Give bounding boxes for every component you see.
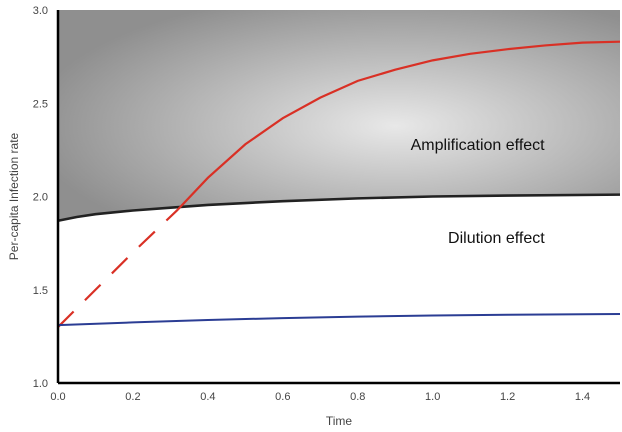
x-tick-label: 0.2 <box>125 391 140 403</box>
x-axis-title: Time <box>326 414 353 428</box>
x-tick-label: 0.8 <box>350 391 365 403</box>
blue-curve <box>57 312 621 327</box>
y-tick-label: 2.0 <box>33 192 48 204</box>
y-tick-labels: 1.0 1.5 2.0 2.5 3.0 <box>33 5 48 390</box>
y-tick-label: 1.5 <box>33 285 48 297</box>
annotation-label: Dilution effect <box>448 230 545 247</box>
x-tick-label: 0.6 <box>275 391 290 403</box>
x-tick-label: 0.4 <box>200 391 215 403</box>
x-tick-label: 1.2 <box>500 391 515 403</box>
x-tick-label: 1.0 <box>425 391 440 403</box>
y-tick-label: 2.5 <box>33 98 48 110</box>
annotation-label: Amplification effect <box>411 137 546 154</box>
black-curve <box>57 193 621 223</box>
y-tick-label: 3.0 <box>33 5 48 17</box>
x-tick-labels: 0.0 0.2 0.4 0.6 0.8 1.0 1.2 1.4 <box>50 391 590 403</box>
series-layer <box>57 40 621 328</box>
amplification-region <box>58 10 620 221</box>
y-tick-label: 1.0 <box>33 378 48 390</box>
red-curve-solid <box>177 40 621 211</box>
red-curve-dashed <box>57 208 179 328</box>
y-axis-title: Per-capita Infection rate <box>7 132 21 260</box>
x-tick-label: 1.4 <box>575 391 590 403</box>
annotations: Amplification effect Dilution effect <box>411 137 546 247</box>
x-tick-label: 0.0 <box>50 391 65 403</box>
